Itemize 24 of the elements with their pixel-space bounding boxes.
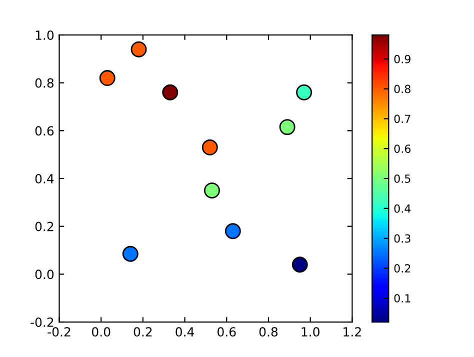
y-tick-label: 0.8: [35, 78, 54, 88]
x-tick-label: -0.2: [48, 327, 70, 337]
color-bar-label: 0.2: [394, 264, 410, 273]
x-tick-label: 1.2: [344, 327, 361, 336]
x-tick-label: 0.4: [176, 327, 194, 337]
color-bar-label: 0.6: [394, 144, 411, 153]
x-tick-label: 1.0: [302, 327, 320, 337]
color-bar-label: 0.7: [394, 114, 410, 124]
x-tick-label: 0.2: [134, 327, 152, 337]
y-tick-label: 1.0: [36, 30, 54, 40]
color-bar-label: 0.8: [394, 84, 410, 94]
y-tick-label: 0.0: [35, 270, 54, 280]
color-bar-label: 0.4: [394, 204, 411, 213]
color-bar-label: 0.9: [394, 54, 410, 64]
x-tick-label: 0.0: [92, 327, 110, 337]
color-bar-label: 0.1: [394, 294, 410, 302]
x-tick-label: 0.6: [218, 327, 236, 337]
y-tick-label: 0.6: [35, 126, 54, 136]
color-bar-label: 0.3: [394, 234, 410, 243]
y-tick-label: 0.4: [35, 174, 54, 184]
x-tick-label: 0.8: [259, 327, 278, 337]
y-tick-label: -0.2: [30, 317, 54, 327]
color-bar-label: 0.5: [394, 174, 410, 183]
y-tick-label: 0.2: [35, 222, 54, 232]
